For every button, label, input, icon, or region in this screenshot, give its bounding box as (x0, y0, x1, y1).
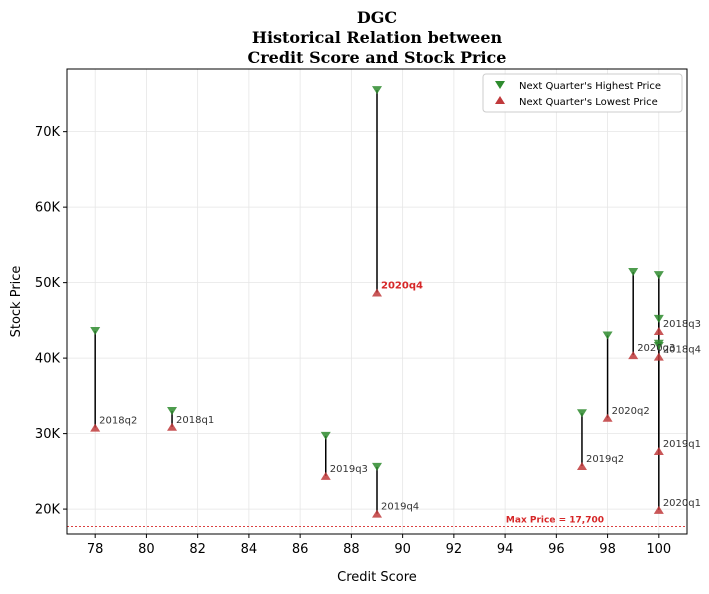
legend: Next Quarter's Highest Price Next Quarte… (482, 73, 683, 113)
high-price-marker (167, 406, 178, 415)
x-tick-label: 96 (548, 542, 565, 557)
point-label: 2018q3 (663, 319, 701, 330)
markers (90, 86, 664, 518)
x-tick-label: 80 (138, 542, 155, 557)
y-tick-label: 60K (35, 201, 61, 216)
high-price-marker (320, 431, 331, 440)
point-label: 2018q1 (176, 415, 214, 426)
legend-high-marker (495, 81, 505, 89)
x-tick-label: 82 (189, 542, 206, 557)
high-price-marker (90, 326, 101, 335)
high-price-marker (372, 462, 382, 471)
point-label: 2019q3 (330, 464, 368, 475)
high-price-marker (628, 268, 639, 277)
y-tick-label: 40K (35, 352, 61, 367)
x-tick-label: 100 (646, 542, 671, 557)
x-tick-label: 90 (394, 542, 411, 557)
chart-title-line-3: Credit Score and Stock Price (248, 48, 507, 67)
point-label: 2020q2 (612, 406, 650, 417)
x-axis-ticks: 78 80 82 84 86 88 90 92 94 96 98 100 (87, 534, 671, 557)
low-price-marker (653, 352, 664, 361)
high-price-marker (602, 331, 613, 340)
high-price-marker (576, 409, 587, 418)
point-label: 2018q4 (663, 345, 701, 356)
x-tick-label: 86 (292, 542, 309, 557)
x-tick-label: 94 (497, 542, 514, 557)
low-price-marker (320, 471, 331, 480)
low-price-marker (653, 326, 664, 335)
y-tick-label: 50K (35, 276, 61, 291)
chart-title-line-1: DGC (357, 8, 397, 27)
point-label: 2020q1 (663, 498, 701, 509)
y-tick-label: 70K (35, 125, 61, 140)
point-label: 2019q1 (663, 439, 701, 450)
y-tick-label: 20K (35, 503, 61, 518)
range-stems (94, 90, 660, 514)
chart-title-line-2: Historical Relation between (252, 28, 503, 47)
low-price-marker (653, 505, 664, 514)
y-axis-label: Stock Price (9, 266, 24, 338)
y-axis-ticks: 20K 30K 40K 50K 60K 70K (35, 125, 67, 518)
point-label: 2019q4 (381, 502, 419, 513)
x-tick-label: 78 (87, 542, 104, 557)
point-label: 2019q2 (586, 454, 624, 465)
max-price-line-group: Max Price = 17,700 (67, 515, 687, 527)
legend-low-label: Next Quarter's Lowest Price (519, 97, 658, 108)
low-price-marker (372, 288, 382, 297)
low-price-marker (372, 509, 382, 518)
point-label: 2018q2 (99, 416, 137, 427)
low-price-marker (167, 422, 178, 431)
x-tick-label: 84 (241, 542, 258, 557)
x-tick-label: 92 (446, 542, 463, 557)
point-labels: 2018q2 2018q1 2019q3 2019q4 2020q4 2019q2 2020… (99, 280, 701, 512)
high-price-marker (653, 342, 664, 351)
low-price-marker (653, 446, 664, 455)
low-price-marker (90, 423, 101, 432)
high-price-marker (653, 271, 664, 280)
x-tick-label: 88 (343, 542, 360, 557)
low-price-marker (628, 351, 639, 360)
plot-frame (66, 68, 688, 535)
legend-low-marker (495, 96, 505, 104)
y-tick-label: 30K (35, 427, 61, 442)
grid (67, 69, 687, 534)
high-price-marker (653, 314, 664, 323)
point-label: 2020q3 (637, 343, 675, 354)
low-price-marker (576, 462, 587, 471)
max-price-label: Max Price = 17,700 (506, 515, 604, 525)
legend-box (482, 73, 683, 113)
high-price-marker (372, 86, 382, 95)
point-label: 2020q4 (381, 280, 423, 291)
x-tick-label: 98 (599, 542, 616, 557)
low-price-marker (602, 413, 613, 422)
x-axis-label: Credit Score (337, 570, 417, 585)
legend-high-label: Next Quarter's Highest Price (519, 81, 661, 92)
